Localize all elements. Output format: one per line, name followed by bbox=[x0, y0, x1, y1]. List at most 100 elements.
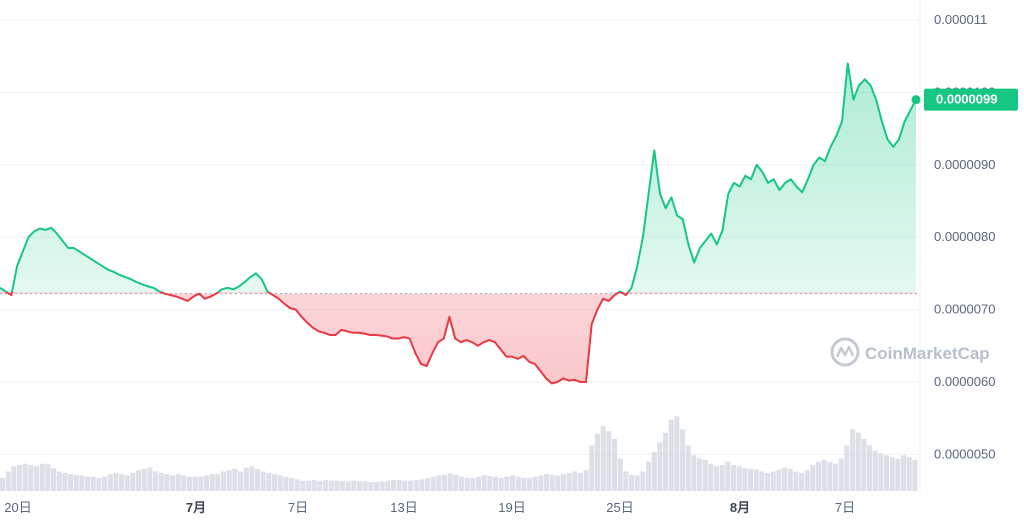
volume-bar bbox=[459, 476, 465, 491]
volume-bar bbox=[674, 416, 680, 491]
volume-bar bbox=[561, 474, 567, 491]
volume-bar bbox=[629, 474, 635, 491]
volume-bar bbox=[447, 473, 453, 491]
volume-bar bbox=[136, 470, 142, 491]
volume-bar bbox=[595, 433, 601, 491]
volume-bar bbox=[198, 476, 204, 491]
volume-bar bbox=[266, 472, 272, 491]
volume-bar bbox=[476, 476, 482, 491]
volume-bar bbox=[62, 472, 68, 491]
current-price-badge: 0.0000099 bbox=[924, 88, 1018, 111]
volume-bar bbox=[425, 478, 431, 491]
volume-bar bbox=[17, 465, 23, 491]
volume-bar bbox=[521, 478, 527, 491]
volume-bar bbox=[221, 471, 227, 491]
volume-bar bbox=[204, 475, 210, 491]
volume-bar bbox=[527, 478, 533, 491]
volume-bar bbox=[816, 461, 822, 491]
volume-bar bbox=[249, 466, 255, 491]
volume-bar bbox=[725, 461, 731, 491]
volume-bar bbox=[5, 471, 11, 491]
volume-bar bbox=[51, 468, 57, 491]
volume-bar bbox=[28, 465, 34, 491]
volume-bar bbox=[663, 432, 669, 491]
volume-bar bbox=[300, 480, 306, 491]
volume-bar bbox=[782, 467, 788, 491]
volume-bar bbox=[102, 476, 108, 491]
volume-bar bbox=[646, 461, 652, 491]
volume-bar bbox=[107, 474, 113, 491]
volume-bar bbox=[255, 468, 261, 491]
volume-bar bbox=[657, 442, 663, 491]
volume-bar bbox=[572, 471, 578, 491]
volume-bar bbox=[510, 475, 516, 491]
volume-bar bbox=[79, 475, 85, 491]
volume-bar bbox=[374, 481, 380, 491]
volume-bar bbox=[504, 476, 510, 491]
volume-bar bbox=[901, 455, 907, 491]
price-line bbox=[0, 62, 917, 385]
volume-bar bbox=[731, 465, 737, 491]
volume-bar bbox=[680, 429, 686, 491]
volume-bar bbox=[578, 472, 584, 491]
volume-bar bbox=[39, 463, 45, 491]
volume-bar bbox=[640, 471, 646, 491]
y-tick-label: 0.000011 bbox=[934, 12, 987, 27]
volume-bar bbox=[753, 469, 759, 491]
volume-bar bbox=[697, 458, 703, 491]
volume-bar bbox=[311, 479, 317, 491]
y-tick-label: 0.0000060 bbox=[934, 374, 995, 389]
volume-bar bbox=[708, 463, 714, 491]
volume-bars bbox=[0, 416, 918, 491]
volume-bar bbox=[532, 476, 538, 491]
volume-bar bbox=[323, 479, 329, 491]
volume-bar bbox=[368, 481, 374, 491]
volume-bar bbox=[238, 471, 244, 491]
volume-bar bbox=[668, 419, 674, 491]
volume-bar bbox=[45, 464, 51, 491]
volume-bar bbox=[481, 475, 487, 491]
x-tick-label: 13日 bbox=[390, 500, 417, 515]
volume-bar bbox=[589, 445, 595, 491]
volume-bar bbox=[283, 476, 289, 491]
coinmarketcap-watermark: CoinMarketCap bbox=[830, 337, 990, 367]
y-axis-ticks: 0.0000110.00001000.00000900.00000800.000… bbox=[934, 12, 995, 461]
volume-bar bbox=[889, 457, 895, 491]
x-tick-label: 7日 bbox=[288, 500, 308, 515]
volume-bar bbox=[470, 478, 476, 491]
x-tick-label: 7月 bbox=[186, 500, 206, 515]
volume-bar bbox=[124, 475, 130, 491]
volume-bar bbox=[804, 470, 810, 491]
volume-bar bbox=[436, 475, 442, 491]
volume-bar bbox=[566, 472, 572, 491]
area-fill-up bbox=[0, 63, 916, 292]
volume-bar bbox=[362, 481, 368, 491]
volume-bar bbox=[396, 479, 402, 491]
volume-bar bbox=[827, 461, 833, 491]
y-tick-label: 0.0000090 bbox=[934, 157, 995, 172]
volume-bar bbox=[226, 470, 232, 491]
x-axis-ticks: 20日 7月 7日 13日 19日 25日 8月 7日 bbox=[4, 500, 855, 515]
volume-bar bbox=[498, 478, 504, 491]
volume-bar bbox=[408, 480, 414, 491]
current-price-badge-bg bbox=[924, 88, 1018, 111]
volume-bar bbox=[209, 474, 215, 491]
volume-bar bbox=[328, 480, 334, 491]
volume-bar bbox=[345, 481, 351, 491]
current-price-dot bbox=[911, 95, 921, 105]
volume-bar bbox=[158, 472, 164, 491]
volume-bar bbox=[175, 474, 181, 491]
area-fill-down bbox=[0, 292, 916, 384]
volume-bar bbox=[538, 475, 544, 491]
volume-bar bbox=[555, 475, 561, 491]
volume-bar bbox=[453, 474, 459, 491]
volume-bar bbox=[181, 475, 187, 491]
volume-bar bbox=[895, 458, 901, 491]
volume-bar bbox=[787, 468, 793, 491]
volume-bar bbox=[391, 479, 397, 491]
volume-bar bbox=[612, 439, 618, 491]
volume-bar bbox=[334, 480, 340, 491]
volume-bar bbox=[691, 455, 697, 491]
volume-bar bbox=[85, 476, 91, 491]
volume-bar bbox=[912, 459, 918, 491]
